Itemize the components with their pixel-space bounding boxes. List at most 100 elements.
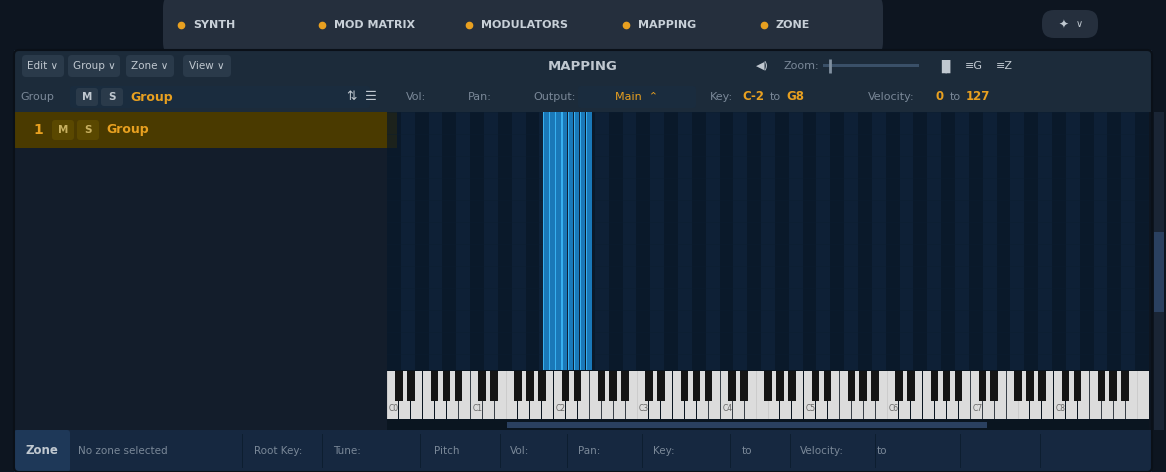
Bar [805, 371, 815, 419]
Bar [435, 371, 447, 419]
Bar [864, 371, 874, 419]
Bar [412, 371, 422, 419]
Bar [651, 112, 665, 370]
Bar [830, 112, 844, 370]
Text: ≡Z: ≡Z [996, 61, 1012, 71]
Text: Vol:: Vol: [406, 92, 427, 102]
Bar [578, 371, 589, 419]
Bar [1114, 371, 1125, 419]
Bar [656, 371, 665, 401]
Text: Pan:: Pan: [468, 92, 492, 102]
Bar [823, 64, 919, 67]
Bar [580, 112, 581, 370]
FancyBboxPatch shape [126, 55, 174, 77]
Text: Pitch: Pitch [434, 446, 459, 456]
Bar [876, 371, 886, 419]
Bar [930, 371, 939, 401]
Text: G8: G8 [786, 91, 805, 103]
Bar [764, 371, 772, 401]
Text: View ∨: View ∨ [189, 61, 225, 71]
Bar [747, 112, 761, 370]
Text: Zone: Zone [26, 445, 58, 457]
FancyBboxPatch shape [70, 86, 370, 108]
Bar [407, 371, 415, 401]
Bar [506, 371, 518, 419]
Bar [543, 112, 549, 370]
Text: Group ∨: Group ∨ [72, 61, 115, 71]
Text: Velocity:: Velocity: [800, 446, 844, 456]
Bar [423, 371, 434, 419]
Bar [602, 371, 612, 419]
Bar [721, 371, 732, 419]
Text: Velocity:: Velocity: [868, 92, 914, 102]
Bar [562, 371, 569, 401]
Bar [1080, 112, 1094, 370]
Bar [775, 112, 788, 370]
Text: Group: Group [106, 124, 148, 136]
Bar [997, 112, 1011, 370]
Bar [568, 112, 569, 370]
Text: ⇅: ⇅ [346, 91, 357, 103]
Bar [553, 112, 567, 370]
Text: Output:: Output: [533, 92, 575, 102]
Bar [995, 371, 1005, 419]
Bar [14, 82, 1152, 112]
FancyBboxPatch shape [52, 120, 73, 140]
Bar [709, 371, 719, 419]
Bar [471, 371, 482, 419]
Text: Root Key:: Root Key: [254, 446, 302, 456]
Bar [443, 371, 450, 401]
Bar [812, 371, 820, 401]
Bar [387, 112, 1149, 370]
Bar [549, 112, 555, 370]
Bar [697, 371, 708, 419]
Bar [512, 112, 526, 370]
Text: C0: C0 [389, 404, 399, 413]
Text: C8: C8 [1055, 404, 1066, 413]
Bar [677, 112, 691, 370]
Bar [1038, 371, 1046, 401]
Bar [990, 371, 998, 401]
Bar [574, 371, 582, 401]
Bar [1108, 112, 1122, 370]
Bar [597, 371, 605, 401]
Bar [844, 112, 858, 370]
Bar [14, 112, 396, 430]
Bar [777, 371, 784, 401]
Text: Zoom:: Zoom: [784, 61, 819, 71]
Bar [387, 156, 1149, 157]
Text: Zone ∨: Zone ∨ [132, 61, 169, 71]
FancyBboxPatch shape [578, 86, 696, 108]
Text: C-2: C-2 [742, 91, 764, 103]
Bar [549, 112, 550, 370]
Bar [693, 371, 701, 401]
Bar [969, 112, 983, 370]
Bar [621, 371, 628, 401]
Bar [585, 112, 591, 370]
Bar [595, 112, 609, 370]
Bar [623, 112, 637, 370]
Bar [542, 371, 553, 419]
Bar [740, 371, 749, 401]
Text: ZONE: ZONE [777, 20, 810, 30]
Bar [895, 371, 902, 401]
Text: ◀): ◀) [756, 61, 768, 71]
Bar [484, 112, 498, 370]
Bar [399, 371, 410, 419]
Bar [1122, 112, 1136, 370]
Bar [387, 332, 1149, 333]
Text: ✦: ✦ [1059, 17, 1069, 31]
Bar [955, 112, 969, 370]
Bar [871, 371, 879, 401]
Bar [491, 371, 498, 401]
Bar [913, 112, 927, 370]
Text: to: to [742, 446, 752, 456]
Bar [792, 371, 803, 419]
Bar [858, 112, 872, 370]
Text: No zone selected: No zone selected [78, 446, 168, 456]
Bar [554, 371, 566, 419]
Bar [733, 112, 747, 370]
Text: ☰: ☰ [365, 91, 377, 103]
Bar [1138, 371, 1149, 419]
Bar [574, 112, 575, 370]
